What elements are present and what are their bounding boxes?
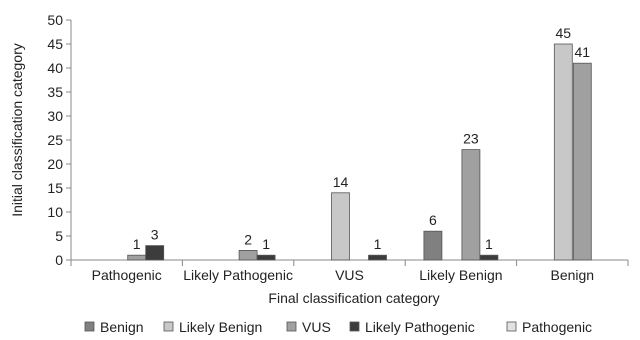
data-label: 2	[244, 231, 252, 247]
bar	[238, 249, 258, 261]
legend-label: Likely Pathogenic	[365, 319, 475, 335]
data-label: 1	[374, 236, 382, 252]
x-axis-title: Final classification category	[268, 290, 439, 306]
legend-swatch	[286, 321, 297, 332]
bar	[368, 254, 387, 261]
legend-swatch	[506, 321, 517, 332]
data-label: 45	[556, 25, 572, 41]
y-tick-label: 45	[47, 36, 63, 52]
legend-label: VUS	[302, 319, 331, 335]
legend-label: Pathogenic	[522, 319, 592, 335]
legend-swatch	[163, 321, 174, 332]
bar	[423, 230, 443, 261]
bar	[461, 149, 481, 261]
legend-swatch	[349, 321, 360, 332]
bar	[553, 43, 573, 261]
y-tick-label: 40	[47, 60, 63, 76]
x-tick-label: Likely Pathogenic	[183, 267, 293, 283]
y-tick-label: 20	[47, 156, 63, 172]
y-tick-label: 35	[47, 84, 63, 100]
bar	[572, 62, 592, 261]
data-label: 23	[463, 131, 479, 147]
bar	[256, 254, 276, 261]
x-tick-label: Pathogenic	[92, 267, 162, 283]
data-label: 1	[133, 236, 141, 252]
y-tick-label: 15	[47, 180, 63, 196]
x-tick-label: Benign	[551, 267, 595, 283]
legend: Benign Likely Benign VUS Likely Pathogenic P…	[84, 319, 592, 335]
bar	[331, 192, 350, 261]
x-tick-label: Likely Benign	[419, 267, 502, 283]
data-label: 14	[333, 174, 349, 190]
y-tick-label: 50	[47, 12, 63, 28]
y-tick-label: 30	[47, 108, 63, 124]
y-tick-label: 5	[55, 228, 63, 244]
bar	[127, 254, 147, 261]
legend-swatch	[84, 321, 95, 332]
bar	[145, 245, 165, 261]
legend-label: Likely Benign	[179, 319, 262, 335]
y-axis: 0 5 10 15 20 25 30 35 40 45 50	[47, 12, 72, 268]
data-label: 41	[575, 44, 591, 60]
x-tick-label: VUS	[335, 267, 364, 283]
data-label: 1	[485, 236, 493, 252]
data-label: 6	[429, 212, 437, 228]
y-tick-label: 0	[55, 252, 63, 268]
legend-label: Benign	[100, 319, 144, 335]
bar	[479, 254, 499, 261]
y-tick-label: 10	[47, 204, 63, 220]
y-axis-title: Initial classification category	[9, 43, 25, 217]
x-axis: Pathogenic Likely Pathogenic VUS Likely Ben…	[70, 259, 629, 283]
data-label: 3	[151, 227, 159, 243]
y-tick-label: 25	[47, 132, 63, 148]
bars	[127, 43, 592, 261]
data-label: 1	[262, 236, 270, 252]
